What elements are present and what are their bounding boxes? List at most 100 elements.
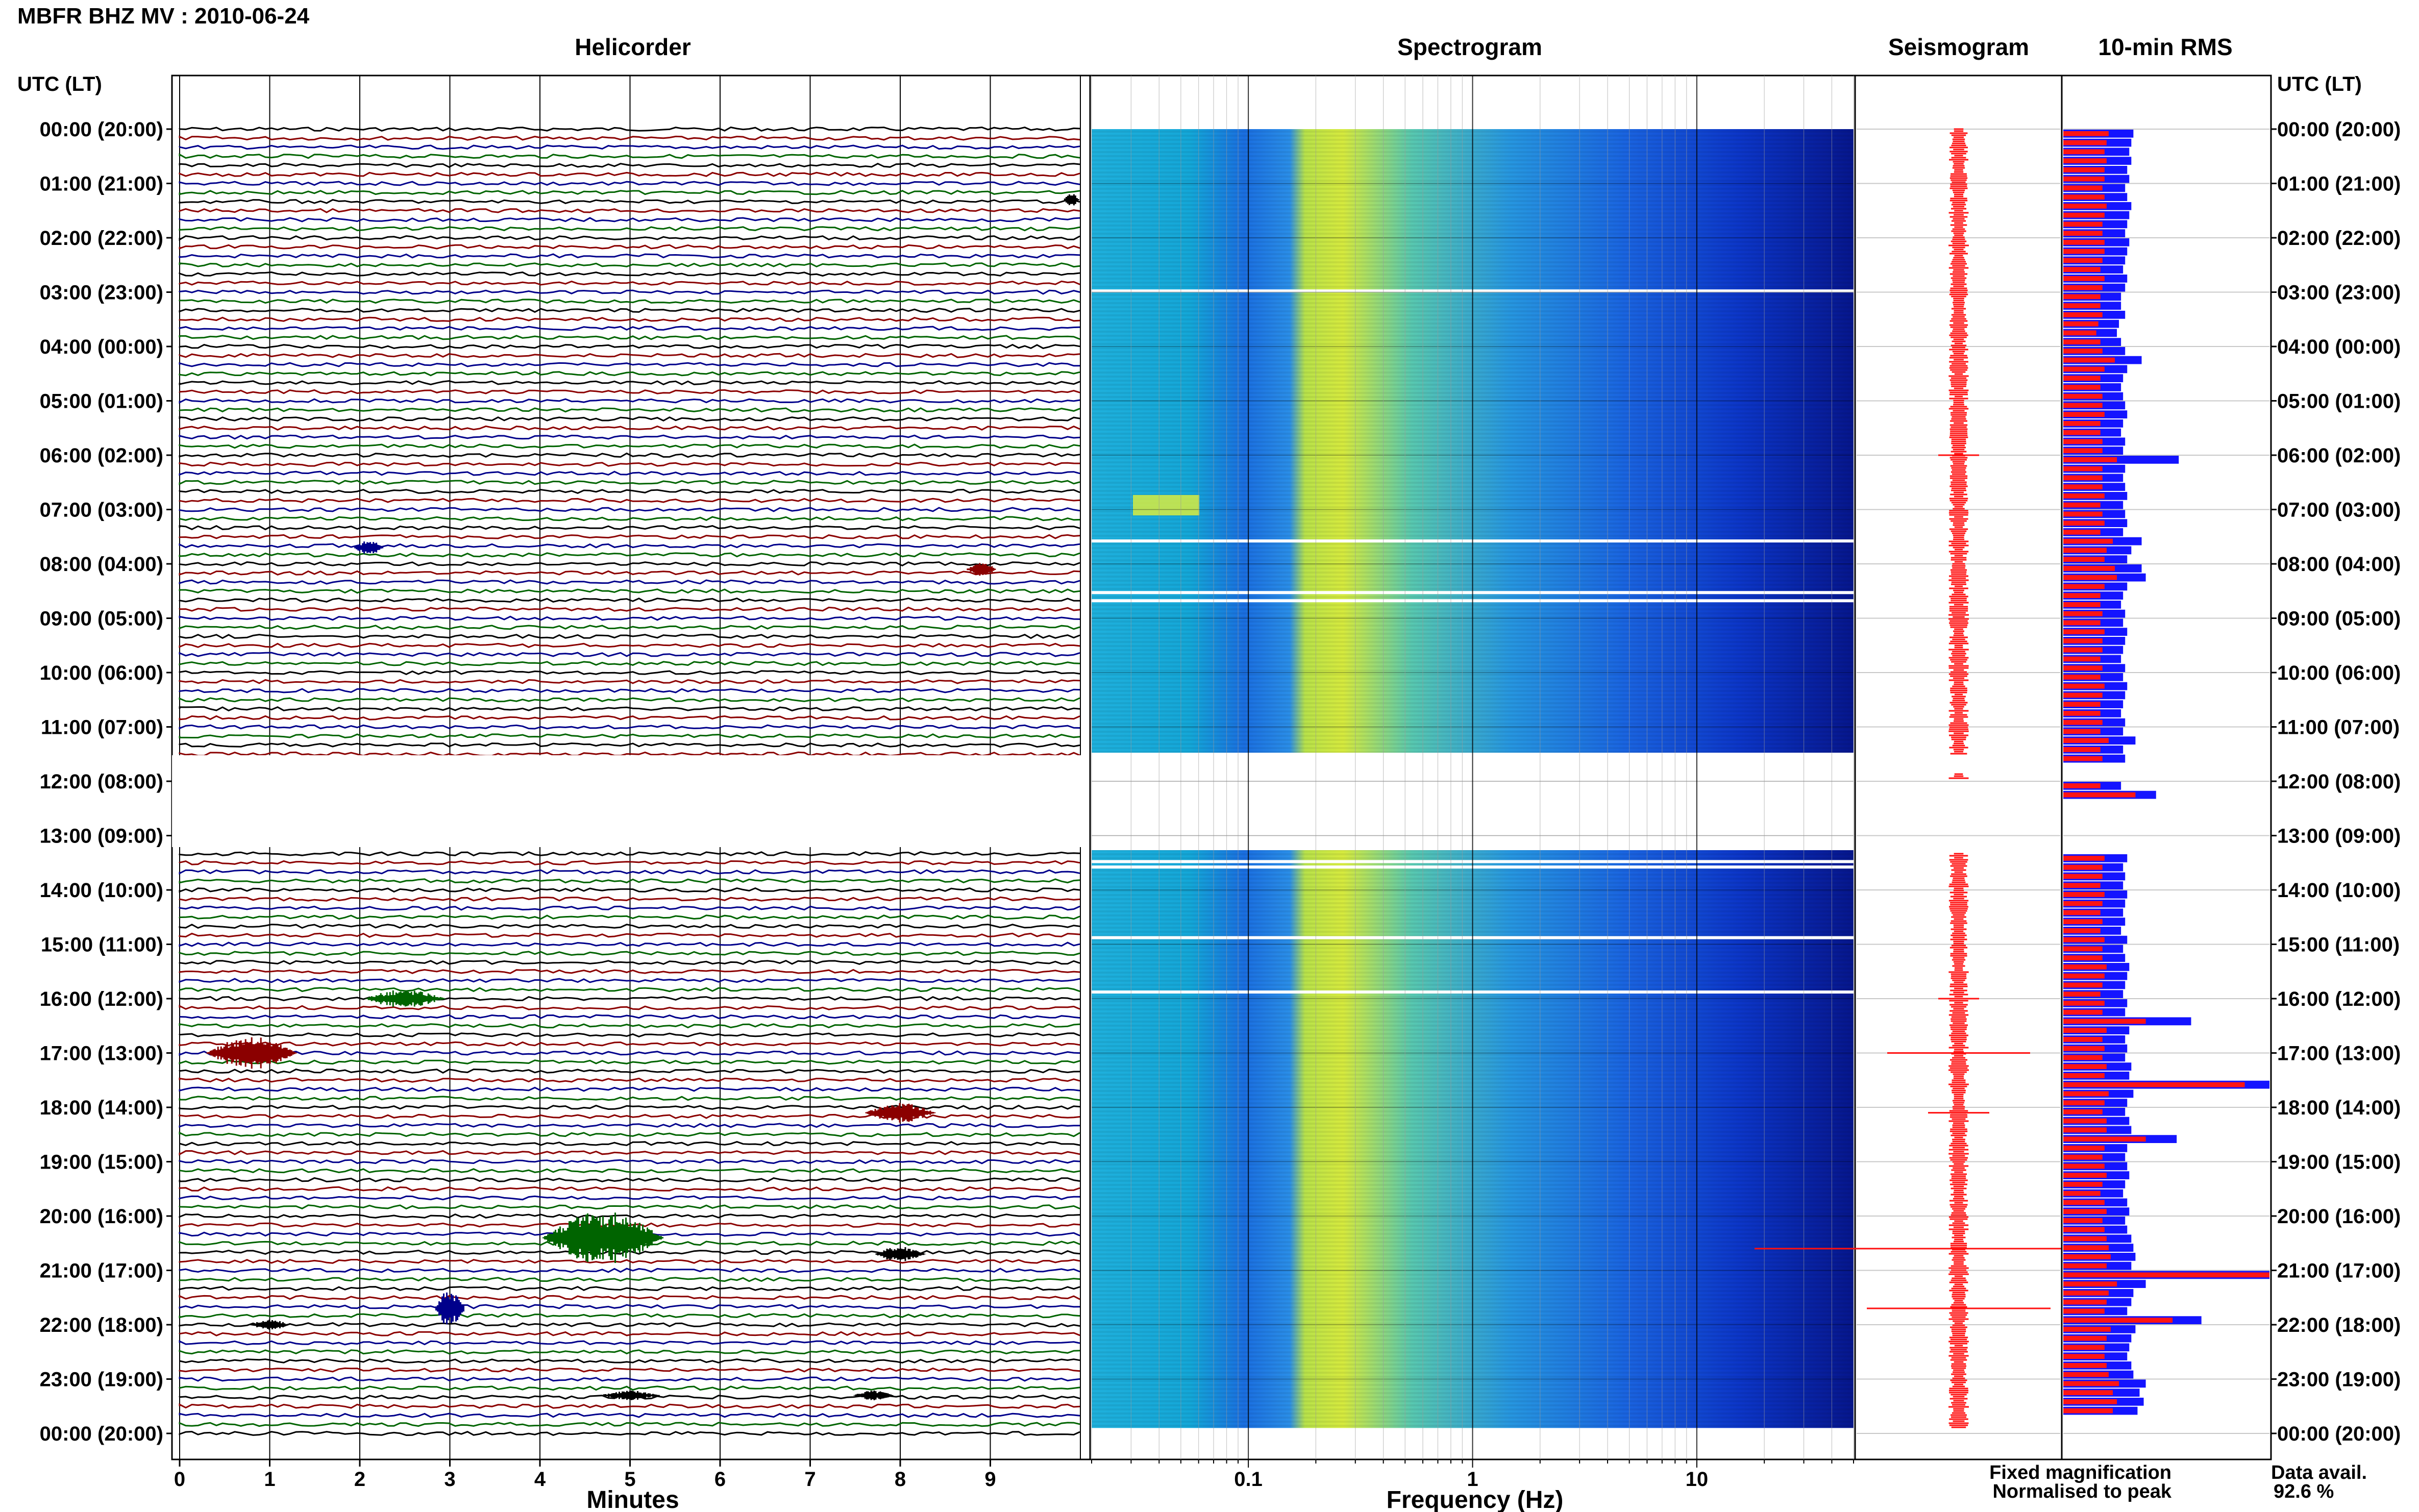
helicorder-trace (179, 299, 1080, 304)
time-tick-label: 20:00 (16:00) (40, 1205, 163, 1228)
helicorder-trace (179, 1331, 1080, 1336)
rms-bar-normalised (2063, 783, 2101, 788)
helicorder-trace (179, 308, 1080, 313)
helicorder-trace (179, 208, 1080, 213)
helicorder-event (206, 1037, 297, 1069)
rms-bar-normalised (2063, 964, 2107, 970)
rms-panel (2061, 75, 2272, 1460)
rms-bar-normalised (2063, 901, 2103, 906)
rms-bar-normalised (2063, 1281, 2117, 1286)
rms-bar-normalised (2063, 1236, 2107, 1242)
helicorder-trace (179, 733, 1080, 739)
rms-bar-normalised (2063, 1163, 2105, 1169)
rms-bar-normalised (2063, 276, 2105, 281)
rms-bar-normalised (2063, 1019, 2146, 1024)
minutes-axis-label: Minutes (586, 1486, 679, 1512)
helicorder-event (364, 990, 446, 1007)
rms-bar-normalised (2063, 303, 2101, 308)
rms-bar-normalised (2063, 928, 2101, 933)
rms-bar-normalised (2063, 231, 2103, 236)
rms-bar-normalised (2063, 1073, 2105, 1078)
helicorder-trace (179, 1186, 1080, 1192)
helicorder-trace (179, 1141, 1080, 1147)
rms-bar-normalised (2063, 194, 2105, 200)
rms-bar-normalised (2063, 566, 2115, 571)
spectrogram-title: Spectrogram (1397, 34, 1542, 60)
time-tick-label: 10:00 (06:00) (40, 662, 163, 684)
time-tick-label: 12:00 (08:00) (2277, 771, 2401, 793)
rms-bar-normalised (2063, 376, 2101, 381)
rms-bar-normalised (2063, 330, 2096, 336)
rms-bar-normalised (2063, 683, 2105, 689)
time-tick-label: 20:00 (16:00) (2277, 1205, 2401, 1228)
data-availability-label: Data avail. (2271, 1462, 2367, 1483)
rms-bar-normalised (2063, 530, 2101, 535)
helicorder-trace (179, 362, 1080, 367)
helicorder-trace (179, 679, 1080, 684)
rms-bar-normalised (2063, 919, 2103, 924)
helicorder-trace (179, 661, 1080, 666)
rms-bar-normalised (2063, 502, 2101, 508)
rms-bar-normalised (2063, 538, 2113, 544)
rms-bar-normalised (2063, 1118, 2107, 1124)
rms-bar-normalised (2063, 158, 2107, 163)
helicorder-trace (179, 1204, 1080, 1210)
time-tick-label: 01:00 (21:00) (40, 173, 163, 195)
helicorder-event (875, 1247, 926, 1261)
rms-bar-normalised (2063, 1173, 2107, 1178)
helicorder-trace (179, 1195, 1080, 1201)
helicorder-trace (179, 407, 1080, 413)
time-tick-label: 03:00 (23:00) (40, 282, 163, 304)
helicorder-trace (179, 326, 1080, 331)
helicorder-trace (179, 1113, 1080, 1119)
rms-bar-normalised (2063, 711, 2101, 716)
minute-tick-label: 3 (444, 1468, 455, 1491)
rms-frame (2061, 75, 2272, 1460)
helicorder-event (865, 1103, 936, 1123)
helicorder-trace (179, 1023, 1080, 1029)
rms-bar-normalised (2063, 883, 2101, 888)
rms-bar-normalised (2063, 1318, 2173, 1323)
helicorder-trace (179, 969, 1080, 974)
helicorder-trace (179, 996, 1080, 1002)
rms-bar-normalised (2063, 856, 2105, 861)
helicorder-trace (179, 516, 1080, 522)
time-tick-label: 03:00 (23:00) (2277, 282, 2401, 304)
helicorder-trace (179, 1150, 1080, 1156)
seismogram-trace (1755, 128, 2163, 1428)
time-tick-label: 16:00 (12:00) (2277, 988, 2401, 1010)
time-tick-labels-left: 00:00 (20:00) 01:00 (21:00) 02:00 (22:00) 0… (40, 118, 172, 1445)
helicorder-trace (179, 878, 1080, 884)
helicorder-trace (179, 1430, 1080, 1436)
rms-bar-normalised (2063, 955, 2103, 960)
helicorder-trace (179, 1131, 1080, 1137)
rms-bar-normalised (2063, 1408, 2113, 1414)
time-axis-right-label: UTC (LT) (2277, 73, 2362, 95)
helicorder-trace (179, 452, 1080, 458)
time-tick-label: 09:00 (05:00) (40, 608, 163, 630)
rms-bars (2063, 130, 2269, 1415)
rms-bar-normalised (2063, 421, 2101, 426)
helicorder-trace (179, 1422, 1080, 1427)
helicorder-trace (179, 135, 1080, 141)
helicorder-trace (179, 552, 1080, 558)
rms-bar-normalised (2063, 212, 2105, 218)
helicorder-panel (171, 75, 1091, 1460)
rms-bar-normalised (2063, 520, 2105, 526)
helicorder-trace (179, 199, 1080, 205)
helicorder-event (354, 541, 384, 554)
rms-bar-normalised (2063, 1064, 2107, 1069)
helicorder-trace (179, 959, 1080, 965)
time-tick-label: 21:00 (17:00) (2277, 1260, 2401, 1282)
helicorder-trace (179, 1159, 1080, 1164)
helicorder-trace (179, 470, 1080, 476)
frequency-tick-label: 10 (1686, 1468, 1709, 1491)
minute-tick-label: 4 (534, 1468, 546, 1491)
rms-bar-normalised (2063, 638, 2103, 643)
helicorder-trace (179, 987, 1080, 993)
helicorder-trace (179, 625, 1080, 630)
time-tick-label: 11:00 (07:00) (41, 716, 163, 739)
data-availability-value: 92.6 % (2274, 1481, 2334, 1502)
rms-bar-normalised (2063, 593, 2101, 598)
helicorder-trace (179, 171, 1080, 177)
